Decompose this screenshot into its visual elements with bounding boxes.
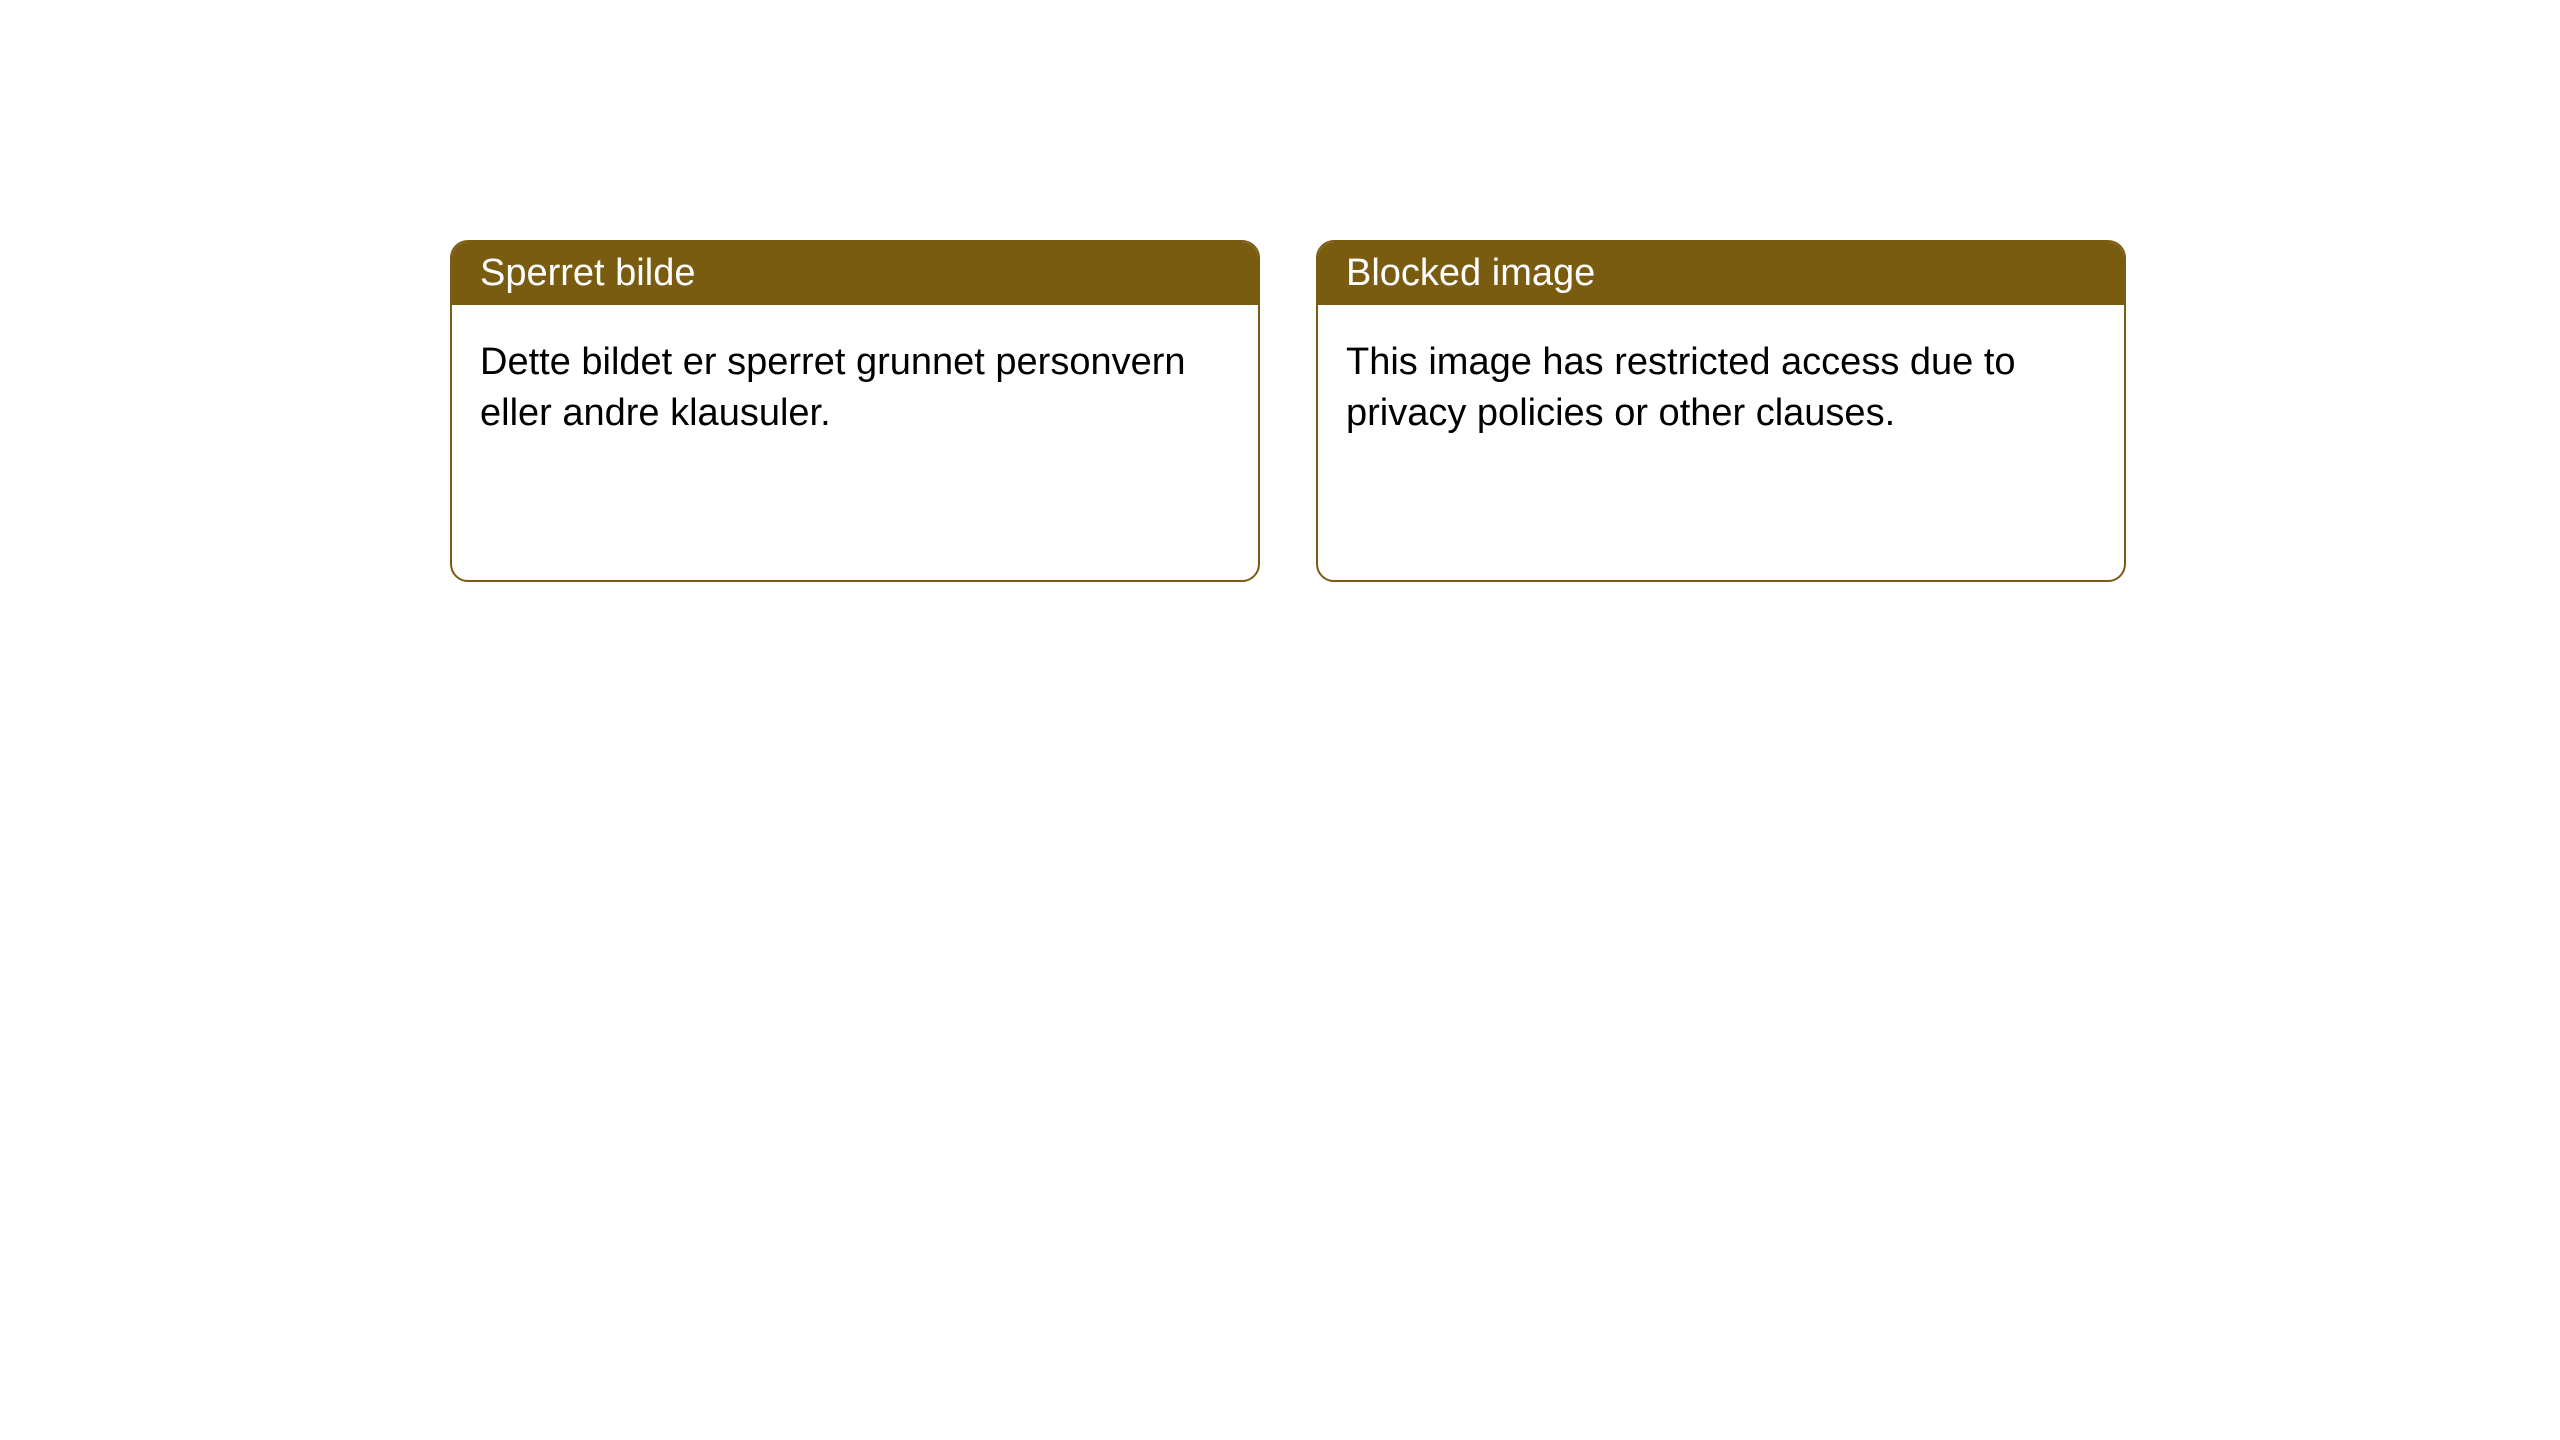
card-title: Sperret bilde — [480, 252, 695, 294]
card-body: Dette bildet er sperret grunnet personve… — [452, 305, 1258, 472]
card-body-text: Dette bildet er sperret grunnet personve… — [480, 341, 1186, 434]
notice-cards-container: Sperret bilde Dette bildet er sperret gr… — [0, 0, 2560, 582]
card-header: Blocked image — [1318, 242, 2124, 305]
card-header: Sperret bilde — [452, 242, 1258, 305]
card-title: Blocked image — [1346, 252, 1595, 294]
notice-card-english: Blocked image This image has restricted … — [1316, 240, 2126, 582]
card-body: This image has restricted access due to … — [1318, 305, 2124, 472]
notice-card-norwegian: Sperret bilde Dette bildet er sperret gr… — [450, 240, 1260, 582]
card-body-text: This image has restricted access due to … — [1346, 341, 2016, 434]
